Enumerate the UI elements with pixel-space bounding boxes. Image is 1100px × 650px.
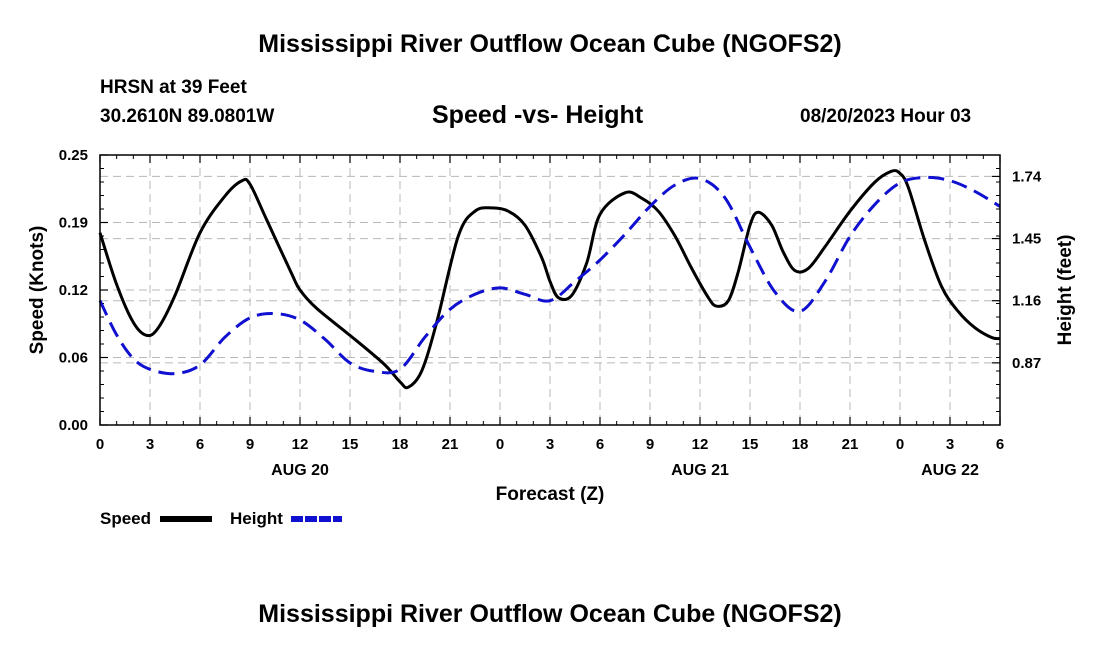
y-tick-label: 0.12 — [59, 282, 88, 299]
y2-tick-label: 0.87 — [1012, 355, 1041, 372]
x-tick-label: 3 — [546, 436, 554, 453]
x-tick-label: 3 — [146, 436, 154, 453]
x-tick-label: 6 — [996, 436, 1004, 453]
bottom-title: Mississippi River Outflow Ocean Cube (NG… — [258, 600, 842, 628]
plot-frame — [99, 154, 1001, 426]
tick-labels: 0 3 6 9 12 15 18 21 0 3 6 9 12 15 18 21 0 3 6 AUG 20 AUG 21 A… — [59, 147, 1042, 479]
grid-lines — [100, 155, 1000, 425]
y2-tick-label: 1.16 — [1012, 293, 1041, 310]
coordinates-label: 30.2610N 89.0801W — [100, 106, 275, 127]
date-label: AUG 21 — [671, 462, 729, 479]
x-tick-label: 3 — [946, 436, 954, 453]
height-series-line — [98, 175, 1001, 376]
y-tick-label: 0.25 — [59, 147, 88, 164]
x-tick-label: 6 — [196, 436, 204, 453]
x-tick-label: 0 — [896, 436, 904, 453]
date-label: AUG 22 — [921, 462, 979, 479]
chart-subtitle: Speed -vs- Height — [432, 101, 644, 129]
y2-tick-label: 1.74 — [1012, 168, 1042, 185]
x-tick-label: 21 — [842, 436, 859, 453]
x-tick-label: 18 — [392, 436, 409, 453]
x-tick-label: 21 — [442, 436, 459, 453]
legend: Speed Height — [100, 509, 342, 528]
station-label: HRSN at 39 Feet — [100, 77, 247, 98]
legend-label-speed: Speed — [100, 509, 151, 528]
x-tick-label: 12 — [292, 436, 309, 453]
x-axis-title: Forecast (Z) — [496, 484, 605, 505]
x-tick-label: 0 — [96, 436, 104, 453]
speed-series-line — [98, 169, 1001, 390]
x-tick-label: 9 — [246, 436, 254, 453]
x-tick-label: 15 — [342, 436, 359, 453]
date-label: AUG 20 — [271, 462, 329, 479]
x-tick-label: 15 — [742, 436, 759, 453]
y-tick-label: 0.00 — [59, 417, 88, 434]
x-tick-label: 18 — [792, 436, 809, 453]
y2-axis-title: Height (feet) — [1055, 235, 1076, 346]
main-title: Mississippi River Outflow Ocean Cube (NG… — [258, 30, 842, 58]
datetime-label: 08/20/2023 Hour 03 — [800, 106, 972, 127]
x-tick-label: 12 — [692, 436, 709, 453]
legend-label-height: Height — [230, 509, 283, 528]
series-layer — [98, 169, 1001, 390]
y2-tick-label: 1.45 — [1012, 231, 1041, 248]
y-axis-title: Speed (Knots) — [27, 226, 48, 355]
x-tick-label: 9 — [646, 436, 654, 453]
x-tick-label: 6 — [596, 436, 604, 453]
speed-height-chart: 0 3 6 9 12 15 18 21 0 3 6 9 12 15 18 21 0 3 6 AUG 20 AUG 21 A… — [27, 147, 1076, 528]
y-tick-label: 0.19 — [59, 215, 88, 232]
x-tick-label: 0 — [496, 436, 504, 453]
y-tick-label: 0.06 — [59, 350, 88, 367]
